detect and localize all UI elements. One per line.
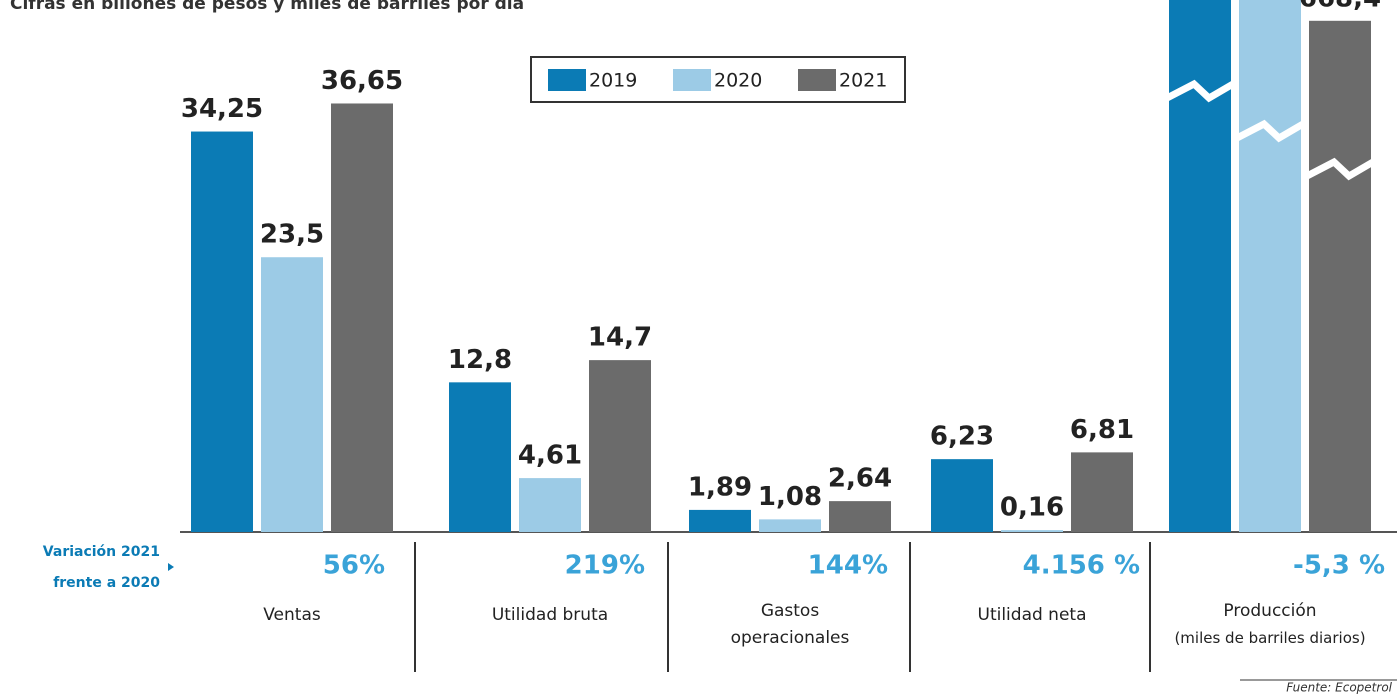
- separators: [414, 542, 1151, 672]
- subtitle: Cifras en billones de pesos y miles de b…: [10, 0, 524, 14]
- axis-break: [1305, 157, 1375, 181]
- bar: [759, 519, 821, 532]
- legend-swatch: [673, 69, 711, 91]
- bar: [689, 509, 751, 532]
- bar: [1071, 452, 1133, 532]
- category-label: Producción (miles de barriles diarios): [1174, 601, 1365, 647]
- bar: [589, 360, 651, 532]
- axis-break: [1165, 79, 1235, 103]
- variation-label: frente a 2020: [53, 575, 160, 591]
- legend-label: 2019: [589, 70, 637, 92]
- bar: [191, 131, 253, 533]
- category-label: Gastos operacionales: [731, 601, 850, 648]
- variation-value: 4.156 %: [1023, 551, 1140, 581]
- value-label: 14,7: [588, 323, 652, 353]
- value-label: 668,4: [1299, 0, 1381, 13]
- source: Fuente: Ecopetrol: [1286, 681, 1392, 695]
- category-label: Utilidad bruta: [492, 605, 608, 625]
- value-label: 6,23: [930, 422, 994, 452]
- legend-box: [530, 56, 906, 103]
- bar: [1239, 0, 1301, 532]
- value-label: 0,16: [1000, 493, 1064, 523]
- variation-value: 219%: [565, 551, 645, 581]
- bar: [519, 478, 581, 532]
- category-label: Utilidad neta: [978, 605, 1087, 625]
- value-label: 4,61: [518, 441, 582, 471]
- variation-value: 56%: [323, 551, 385, 581]
- legend-swatch: [798, 69, 836, 91]
- value-label: 2,64: [828, 464, 892, 494]
- variation-value: 144%: [808, 551, 888, 581]
- bar: [1001, 530, 1063, 532]
- value-label: 12,8: [448, 345, 512, 375]
- bar: [1309, 20, 1371, 532]
- bar: [1169, 0, 1231, 532]
- variation-value: -5,3 %: [1293, 551, 1385, 581]
- bar: [931, 459, 993, 532]
- bar: [449, 382, 511, 532]
- bar: [829, 501, 891, 532]
- legend-swatch: [548, 69, 586, 91]
- value-label: 1,89: [688, 472, 752, 502]
- axis-break: [1235, 119, 1305, 143]
- value-label: 34,25: [181, 94, 263, 124]
- value-label: 23,5: [260, 220, 324, 250]
- value-label: 6,81: [1070, 415, 1134, 445]
- variation-label: Variación 2021: [43, 544, 160, 560]
- legend-label: 2021: [839, 70, 887, 92]
- bar: [331, 103, 393, 532]
- bar: [261, 257, 323, 532]
- arrow: [168, 563, 174, 571]
- value-label: 36,65: [321, 66, 403, 96]
- value-label: 1,08: [758, 482, 822, 512]
- legend-label: 2020: [714, 70, 762, 92]
- category-label: Ventas: [263, 605, 321, 625]
